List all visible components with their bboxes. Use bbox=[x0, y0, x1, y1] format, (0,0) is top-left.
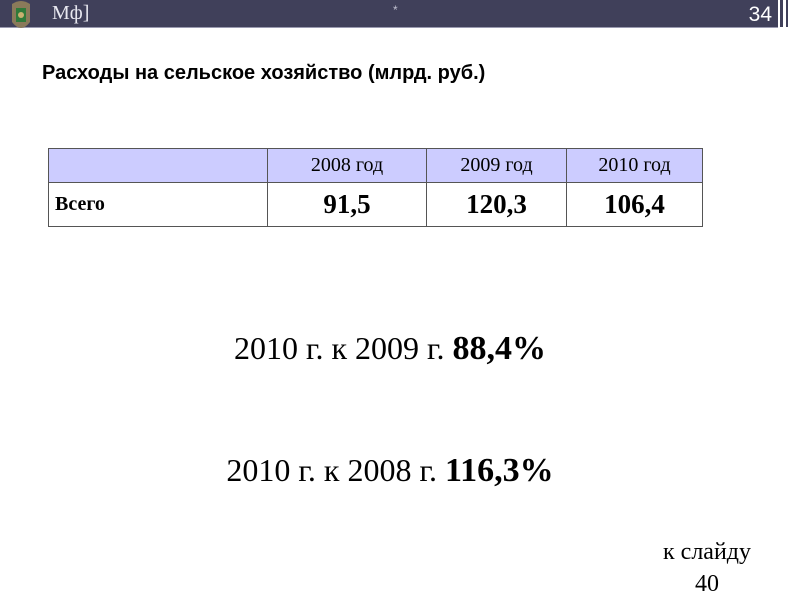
cell-value: 120,3 bbox=[426, 182, 567, 227]
stat-2010-vs-2008: 2010 г. к 2008 г. 116,3% bbox=[0, 452, 780, 490]
header-cell bbox=[48, 148, 268, 183]
stat-value: 88,4% bbox=[452, 330, 547, 367]
link-slide-number[interactable]: 40 bbox=[695, 571, 719, 597]
header-bar bbox=[0, 0, 778, 28]
goto-slide-link[interactable]: к слайду 40 bbox=[654, 536, 760, 600]
header-cell: 2009 год bbox=[426, 148, 567, 183]
stat-2010-vs-2009: 2010 г. к 2009 г. 88,4% bbox=[0, 330, 780, 368]
table-header-row: 2008 год 2009 год 2010 год bbox=[48, 148, 703, 183]
page-title: Расходы на сельское хозяйство (млрд. руб… bbox=[42, 62, 486, 84]
header-cell: 2008 год bbox=[267, 148, 427, 183]
expenses-table: 2008 год 2009 год 2010 год Всего 91,5 12… bbox=[48, 148, 703, 227]
stat-text: 2010 г. к 2008 г. bbox=[226, 452, 437, 488]
header-edge bbox=[786, 0, 788, 27]
cell-value: 91,5 bbox=[267, 182, 427, 227]
header-marker: * bbox=[393, 3, 398, 17]
stat-text: 2010 г. к 2009 г. bbox=[233, 330, 445, 366]
slide-number: 34 bbox=[748, 3, 772, 26]
link-text[interactable]: к слайду bbox=[663, 539, 751, 565]
header-cell: 2010 год bbox=[566, 148, 703, 183]
stat-value: 116,3% bbox=[444, 452, 554, 489]
cell-value: 106,4 bbox=[566, 182, 703, 227]
logo-text: Мф] bbox=[52, 2, 90, 24]
row-label: Всего bbox=[48, 182, 268, 227]
table-row: Всего 91,5 120,3 106,4 bbox=[48, 182, 703, 227]
header-edge bbox=[780, 0, 783, 27]
emblem-logo-icon bbox=[12, 1, 30, 28]
